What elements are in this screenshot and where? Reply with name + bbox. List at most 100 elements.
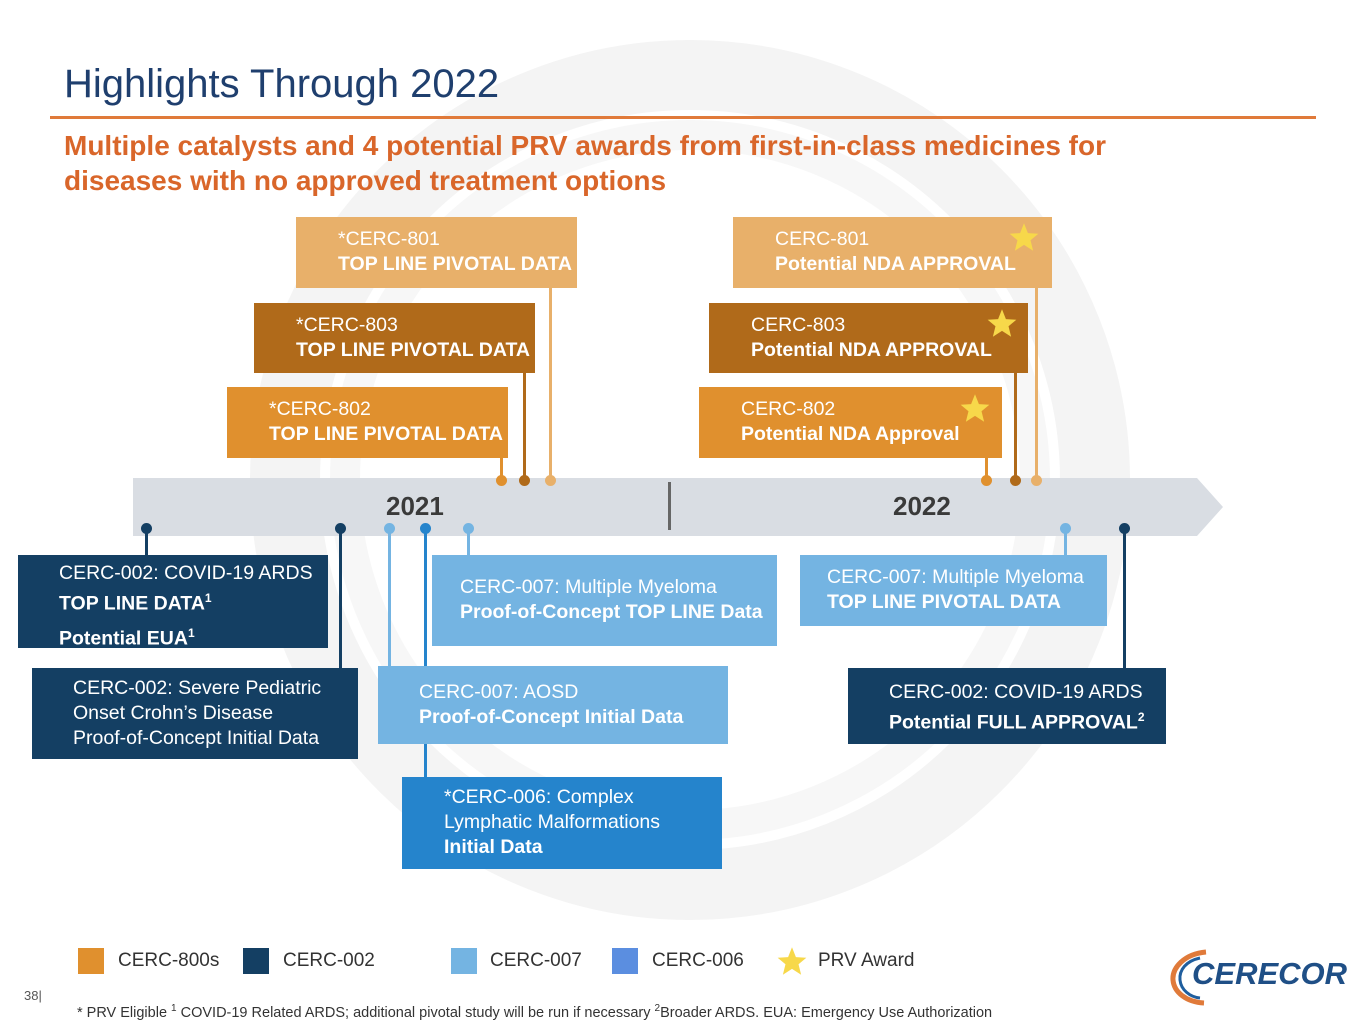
connector-cerc803-2021 xyxy=(523,373,526,480)
milestone-event-label: TOP LINE PIVOTAL DATA xyxy=(338,253,573,275)
footnote-part-2: COVID-19 Related ARDS; additional pivota… xyxy=(176,1004,655,1021)
milestone-cerc801-toplines-2021: *CERC-801 TOP LINE PIVOTAL DATA xyxy=(296,217,577,288)
milestone-event-label: TOP LINE PIVOTAL DATA xyxy=(827,591,1062,613)
footnote: * PRV Eligible 1 COVID-19 Related ARDS; … xyxy=(77,1003,992,1021)
timeline-dot-cerc801-2021 xyxy=(545,475,556,486)
milestone-drug-label: CERC-002: Severe Pediatric xyxy=(73,677,322,699)
milestone-event-label: Potential NDA APPROVAL xyxy=(751,339,992,361)
title-underline xyxy=(50,116,1316,119)
connector-myeloma-2021 xyxy=(467,528,470,555)
legend-label-cerc006: CERC-006 xyxy=(652,950,744,971)
milestone-event-label-2: Potential EUA xyxy=(59,627,188,649)
legend-label-cerc007: CERC-007 xyxy=(490,950,582,971)
legend-label-cerc002: CERC-002 xyxy=(283,950,375,971)
footnote-marker: 2 xyxy=(654,1003,661,1014)
connector-lymphatic xyxy=(424,528,427,778)
connector-aosd xyxy=(388,528,391,666)
year-label-2021: 2021 xyxy=(386,491,444,521)
milestone-cerc007-myeloma-2021: CERC-007: Multiple Myeloma Proof-of-Conc… xyxy=(432,555,777,646)
connector-covid-ards-2022 xyxy=(1123,528,1126,668)
milestone-cerc801-nda-2022: CERC-801 Potential NDA APPROVAL xyxy=(733,217,1052,288)
milestone-indication-label: Onset Crohn’s Disease xyxy=(73,702,274,724)
timeline-dot-cerc803-2021 xyxy=(519,475,530,486)
milestone-cerc002-covid-ards-2022: CERC-002: COVID-19 ARDS Potential FULL A… xyxy=(848,668,1166,744)
milestone-drug-label: CERC-007: AOSD xyxy=(419,681,579,703)
legend-swatch-cerc002 xyxy=(243,948,269,974)
timeline-dot-cerc801-2022 xyxy=(1031,475,1042,486)
legend-label-cerc800: CERC-800s xyxy=(118,950,220,971)
milestone-event-label: Proof-of-Concept Initial Data xyxy=(73,727,320,749)
timeline-dot-cerc802-2021 xyxy=(496,475,507,486)
subtitle-line-2: diseases with no approved treatment opti… xyxy=(64,165,667,196)
milestone-event-label: Potential NDA Approval xyxy=(741,423,960,445)
milestone-event-label: TOP LINE DATA xyxy=(59,592,205,615)
connector-crohns xyxy=(339,528,342,668)
milestone-cerc803-nda-2022: CERC-803 Potential NDA APPROVAL xyxy=(709,303,1028,373)
milestone-drug-label: CERC-007: Multiple Myeloma xyxy=(827,566,1084,588)
milestone-drug-label: CERC-803 xyxy=(751,314,846,336)
legend-label-prv-award: PRV Award xyxy=(818,950,915,971)
connector-cerc801-2022 xyxy=(1035,288,1038,480)
timeline-dot-myeloma-2021 xyxy=(463,523,474,534)
milestone-cerc803-toplines-2021: *CERC-803 TOP LINE PIVOTAL DATA xyxy=(254,303,535,373)
milestone-drug-label: *CERC-801 xyxy=(338,228,440,250)
connector-cerc802-2021 xyxy=(500,458,503,480)
star-icon xyxy=(987,309,1017,337)
milestone-drug-label: CERC-007: Multiple Myeloma xyxy=(460,576,717,598)
star-icon xyxy=(960,394,990,422)
connector-cerc801-2021 xyxy=(549,288,552,480)
milestone-cerc007-aosd: CERC-007: AOSD Proof-of-Concept Initial … xyxy=(378,666,728,744)
milestone-event-label: Potential FULL APPROVAL xyxy=(889,711,1138,734)
milestone-event-label: TOP LINE PIVOTAL DATA xyxy=(269,423,504,445)
milestone-drug-label: *CERC-006: Complex xyxy=(444,786,634,808)
milestone-event-label: Potential NDA APPROVAL xyxy=(775,253,1016,275)
milestone-drug-label: CERC-801 xyxy=(775,228,870,250)
timeline-dot-cerc803-2022 xyxy=(1010,475,1021,486)
milestone-event-label: Proof-of-Concept Initial Data xyxy=(419,706,684,728)
star-icon xyxy=(777,947,807,975)
milestone-cerc002-covid-ards-2021: CERC-002: COVID-19 ARDS TOP LINE DATA1 P… xyxy=(18,555,328,649)
timeline-arrow xyxy=(133,478,1223,536)
timeline-dot-covid-ards-2022 xyxy=(1119,523,1130,534)
year-label-2022: 2022 xyxy=(893,491,951,521)
milestone-cerc007-myeloma-2022: CERC-007: Multiple Myeloma TOP LINE PIVO… xyxy=(800,555,1107,626)
connector-cerc802-2022 xyxy=(985,458,988,480)
milestone-cerc802-toplines-2021: *CERC-802 TOP LINE PIVOTAL DATA xyxy=(227,387,508,458)
milestone-cerc002-crohns: CERC-002: Severe Pediatric Onset Crohn’s… xyxy=(32,668,358,759)
milestone-drug-label: *CERC-802 xyxy=(269,398,371,420)
connector-cerc803-2022 xyxy=(1014,373,1017,480)
timeline-dot-covid-ards-2021 xyxy=(141,523,152,534)
milestone-event-label: Proof-of-Concept TOP LINE Data xyxy=(460,601,763,623)
footnote-part-3: Broader ARDS. EUA: Emergency Use Authori… xyxy=(660,1004,993,1021)
milestone-drug-label: *CERC-803 xyxy=(296,314,398,336)
timeline-dot-myeloma-2022 xyxy=(1060,523,1071,534)
footnote-marker: 2 xyxy=(1137,710,1145,724)
connector-covid-ards-2021 xyxy=(145,528,148,555)
subtitle-line-1: Multiple catalysts and 4 potential PRV a… xyxy=(64,130,1106,161)
footnote-marker: 1 xyxy=(171,1003,177,1014)
legend-swatch-cerc006 xyxy=(612,948,638,974)
timeline-dot-aosd xyxy=(384,523,395,534)
milestone-drug-label: CERC-002: COVID-19 ARDS xyxy=(59,562,313,584)
timeline-dot-cerc802-2022 xyxy=(981,475,992,486)
legend-swatch-cerc800 xyxy=(78,948,104,974)
star-icon xyxy=(1009,223,1039,251)
connector-myeloma-2022 xyxy=(1064,528,1067,555)
milestone-cerc006-lymphatic: *CERC-006: Complex Lymphatic Malformatio… xyxy=(402,777,722,869)
cerecor-logo-text: CERECOR xyxy=(1192,956,1348,991)
page-title: Highlights Through 2022 xyxy=(64,62,500,106)
legend-swatch-cerc007 xyxy=(451,948,477,974)
milestone-indication-label: Lymphatic Malformations xyxy=(444,811,661,833)
cerecor-logo-swoosh xyxy=(1170,949,1207,1006)
milestone-event-label: Initial Data xyxy=(444,836,543,858)
milestone-cerc802-nda-2022: CERC-802 Potential NDA Approval xyxy=(699,387,1002,458)
timeline-dot-lymphatic xyxy=(420,523,431,534)
footnote-marker: 1 xyxy=(187,625,195,640)
cerecor-logo: CERECOR xyxy=(1170,946,1347,1010)
milestone-drug-label: CERC-802 xyxy=(741,398,836,420)
timeline-dot-crohns xyxy=(335,523,346,534)
footnote-marker: 1 xyxy=(204,591,212,605)
milestone-drug-label: CERC-002: COVID-19 ARDS xyxy=(889,681,1143,703)
timeline-year-divider xyxy=(668,482,671,530)
milestone-event-label: TOP LINE PIVOTAL DATA xyxy=(296,339,531,361)
